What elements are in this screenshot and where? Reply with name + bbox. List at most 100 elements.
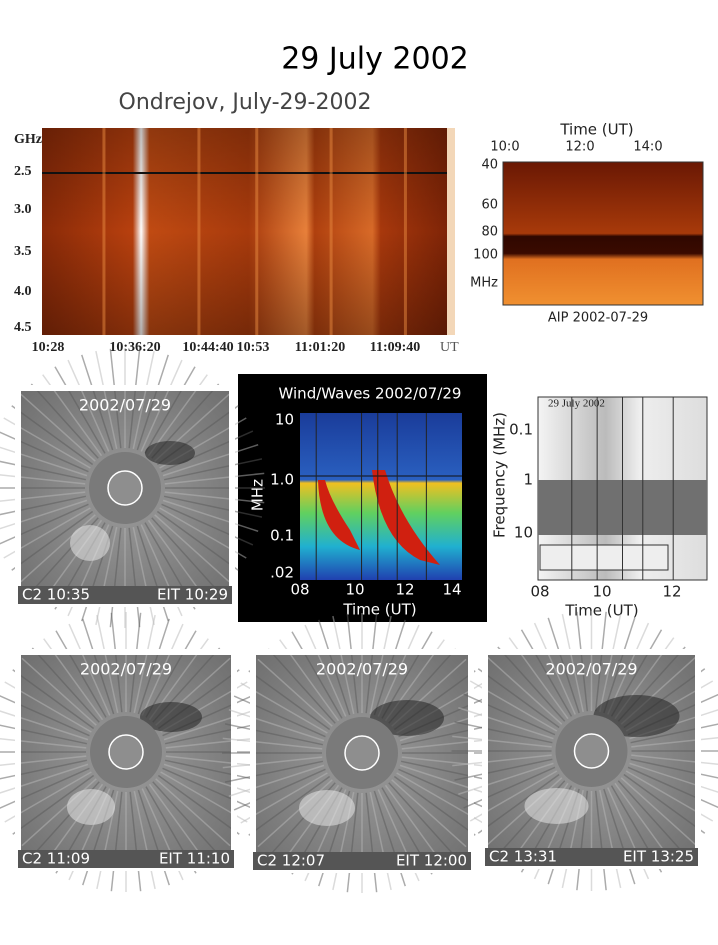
streamer <box>547 617 580 714</box>
streamer <box>0 446 88 477</box>
streamer <box>228 764 325 797</box>
label-bar <box>18 850 234 868</box>
freq-x-label: 10 <box>592 583 611 601</box>
label-bar <box>18 586 232 604</box>
streamer <box>458 707 554 740</box>
streamer <box>391 779 467 848</box>
streamer <box>164 491 265 504</box>
streamer <box>0 724 88 745</box>
streamer <box>365 792 378 893</box>
freq-inset <box>539 544 669 571</box>
streamer <box>346 792 359 893</box>
streamer <box>0 759 88 780</box>
y-label: 3.0 <box>14 202 32 217</box>
y-label: 4.0 <box>14 284 32 299</box>
streamer <box>369 791 392 891</box>
streamer <box>141 623 184 716</box>
streamer <box>132 526 155 626</box>
streamer <box>54 366 106 454</box>
streamer <box>164 722 264 745</box>
freq-y-title: Frequency (MHz) <box>491 412 509 538</box>
streamer <box>458 762 554 795</box>
streamer <box>129 791 142 892</box>
streamer <box>617 780 686 856</box>
streamer <box>0 491 86 502</box>
c2-time: C2 11:09 <box>22 850 90 868</box>
aip-spectrogram <box>502 161 704 306</box>
freq-x-label: 08 <box>530 583 549 601</box>
streamer <box>0 767 90 809</box>
streamer <box>0 763 89 794</box>
aip-x-title: Time (UT) <box>559 121 633 139</box>
streamer <box>110 612 123 713</box>
cme-bright <box>524 788 589 824</box>
streamer <box>594 790 607 891</box>
streamer <box>454 721 553 744</box>
streamer <box>163 495 263 518</box>
streamer <box>291 631 343 719</box>
wind-x-label: 14 <box>442 581 461 599</box>
c2-time: C2 13:31 <box>489 848 557 866</box>
streamer <box>95 350 118 450</box>
streamer <box>55 630 107 718</box>
streamer <box>155 778 231 847</box>
streamer <box>630 758 718 779</box>
streamer <box>0 460 87 481</box>
cme-dark <box>140 702 202 732</box>
streamer <box>248 775 331 836</box>
streamer <box>454 758 553 781</box>
label-bar <box>485 848 698 866</box>
streamer <box>30 383 99 459</box>
panel-date: 2002/07/29 <box>80 660 172 679</box>
streamer <box>132 350 155 450</box>
streamer <box>20 393 96 462</box>
streamer <box>304 624 347 717</box>
sun-disk <box>108 734 144 770</box>
y-label: 3.5 <box>14 244 32 259</box>
streamer <box>599 613 622 713</box>
streamer <box>163 458 263 481</box>
wind-y-label: 1.0 <box>270 471 294 489</box>
eit-time: EIT 13:25 <box>623 848 694 866</box>
streamer <box>497 646 566 722</box>
freq-x-title: Time (UT) <box>564 602 638 620</box>
panel-date: 2002/07/29 <box>545 660 637 679</box>
streamer <box>365 613 378 714</box>
streamer <box>0 431 89 473</box>
streamer <box>12 669 95 730</box>
freq-y-label: 1 <box>523 471 533 489</box>
x-unit: UT <box>440 340 459 355</box>
streamer <box>0 474 86 485</box>
streamer <box>603 617 636 714</box>
streamer <box>623 773 706 834</box>
streamer <box>31 647 100 723</box>
streamer <box>12 774 95 835</box>
x-label: 10:44:40 <box>182 340 233 355</box>
cme-dark <box>145 441 195 465</box>
streamer <box>109 348 122 449</box>
slide-title: 29 July 2002 <box>281 42 469 77</box>
x-label: 10:36:20 <box>109 340 160 355</box>
x-label: 10:28 <box>32 340 65 355</box>
streamer <box>452 735 552 748</box>
aip-y-label: 80 <box>481 225 498 240</box>
streamer <box>21 657 97 726</box>
streamer <box>136 354 169 451</box>
streamer <box>140 359 183 452</box>
freq-x-label: 12 <box>662 583 681 601</box>
streamer <box>0 499 88 530</box>
streamer <box>96 614 119 714</box>
wind-y-label: 10 <box>275 411 294 429</box>
streamer <box>162 767 255 810</box>
cme-bright <box>70 525 110 561</box>
streamer <box>463 693 556 736</box>
x-label: 10:53 <box>237 340 270 355</box>
streamer <box>318 619 351 716</box>
streamer <box>388 782 457 858</box>
streamer <box>109 527 122 628</box>
streamer <box>129 612 142 713</box>
c2-time: C2 12:07 <box>257 852 325 870</box>
streamer <box>152 781 221 857</box>
ondrejov-colorbar <box>447 128 455 335</box>
